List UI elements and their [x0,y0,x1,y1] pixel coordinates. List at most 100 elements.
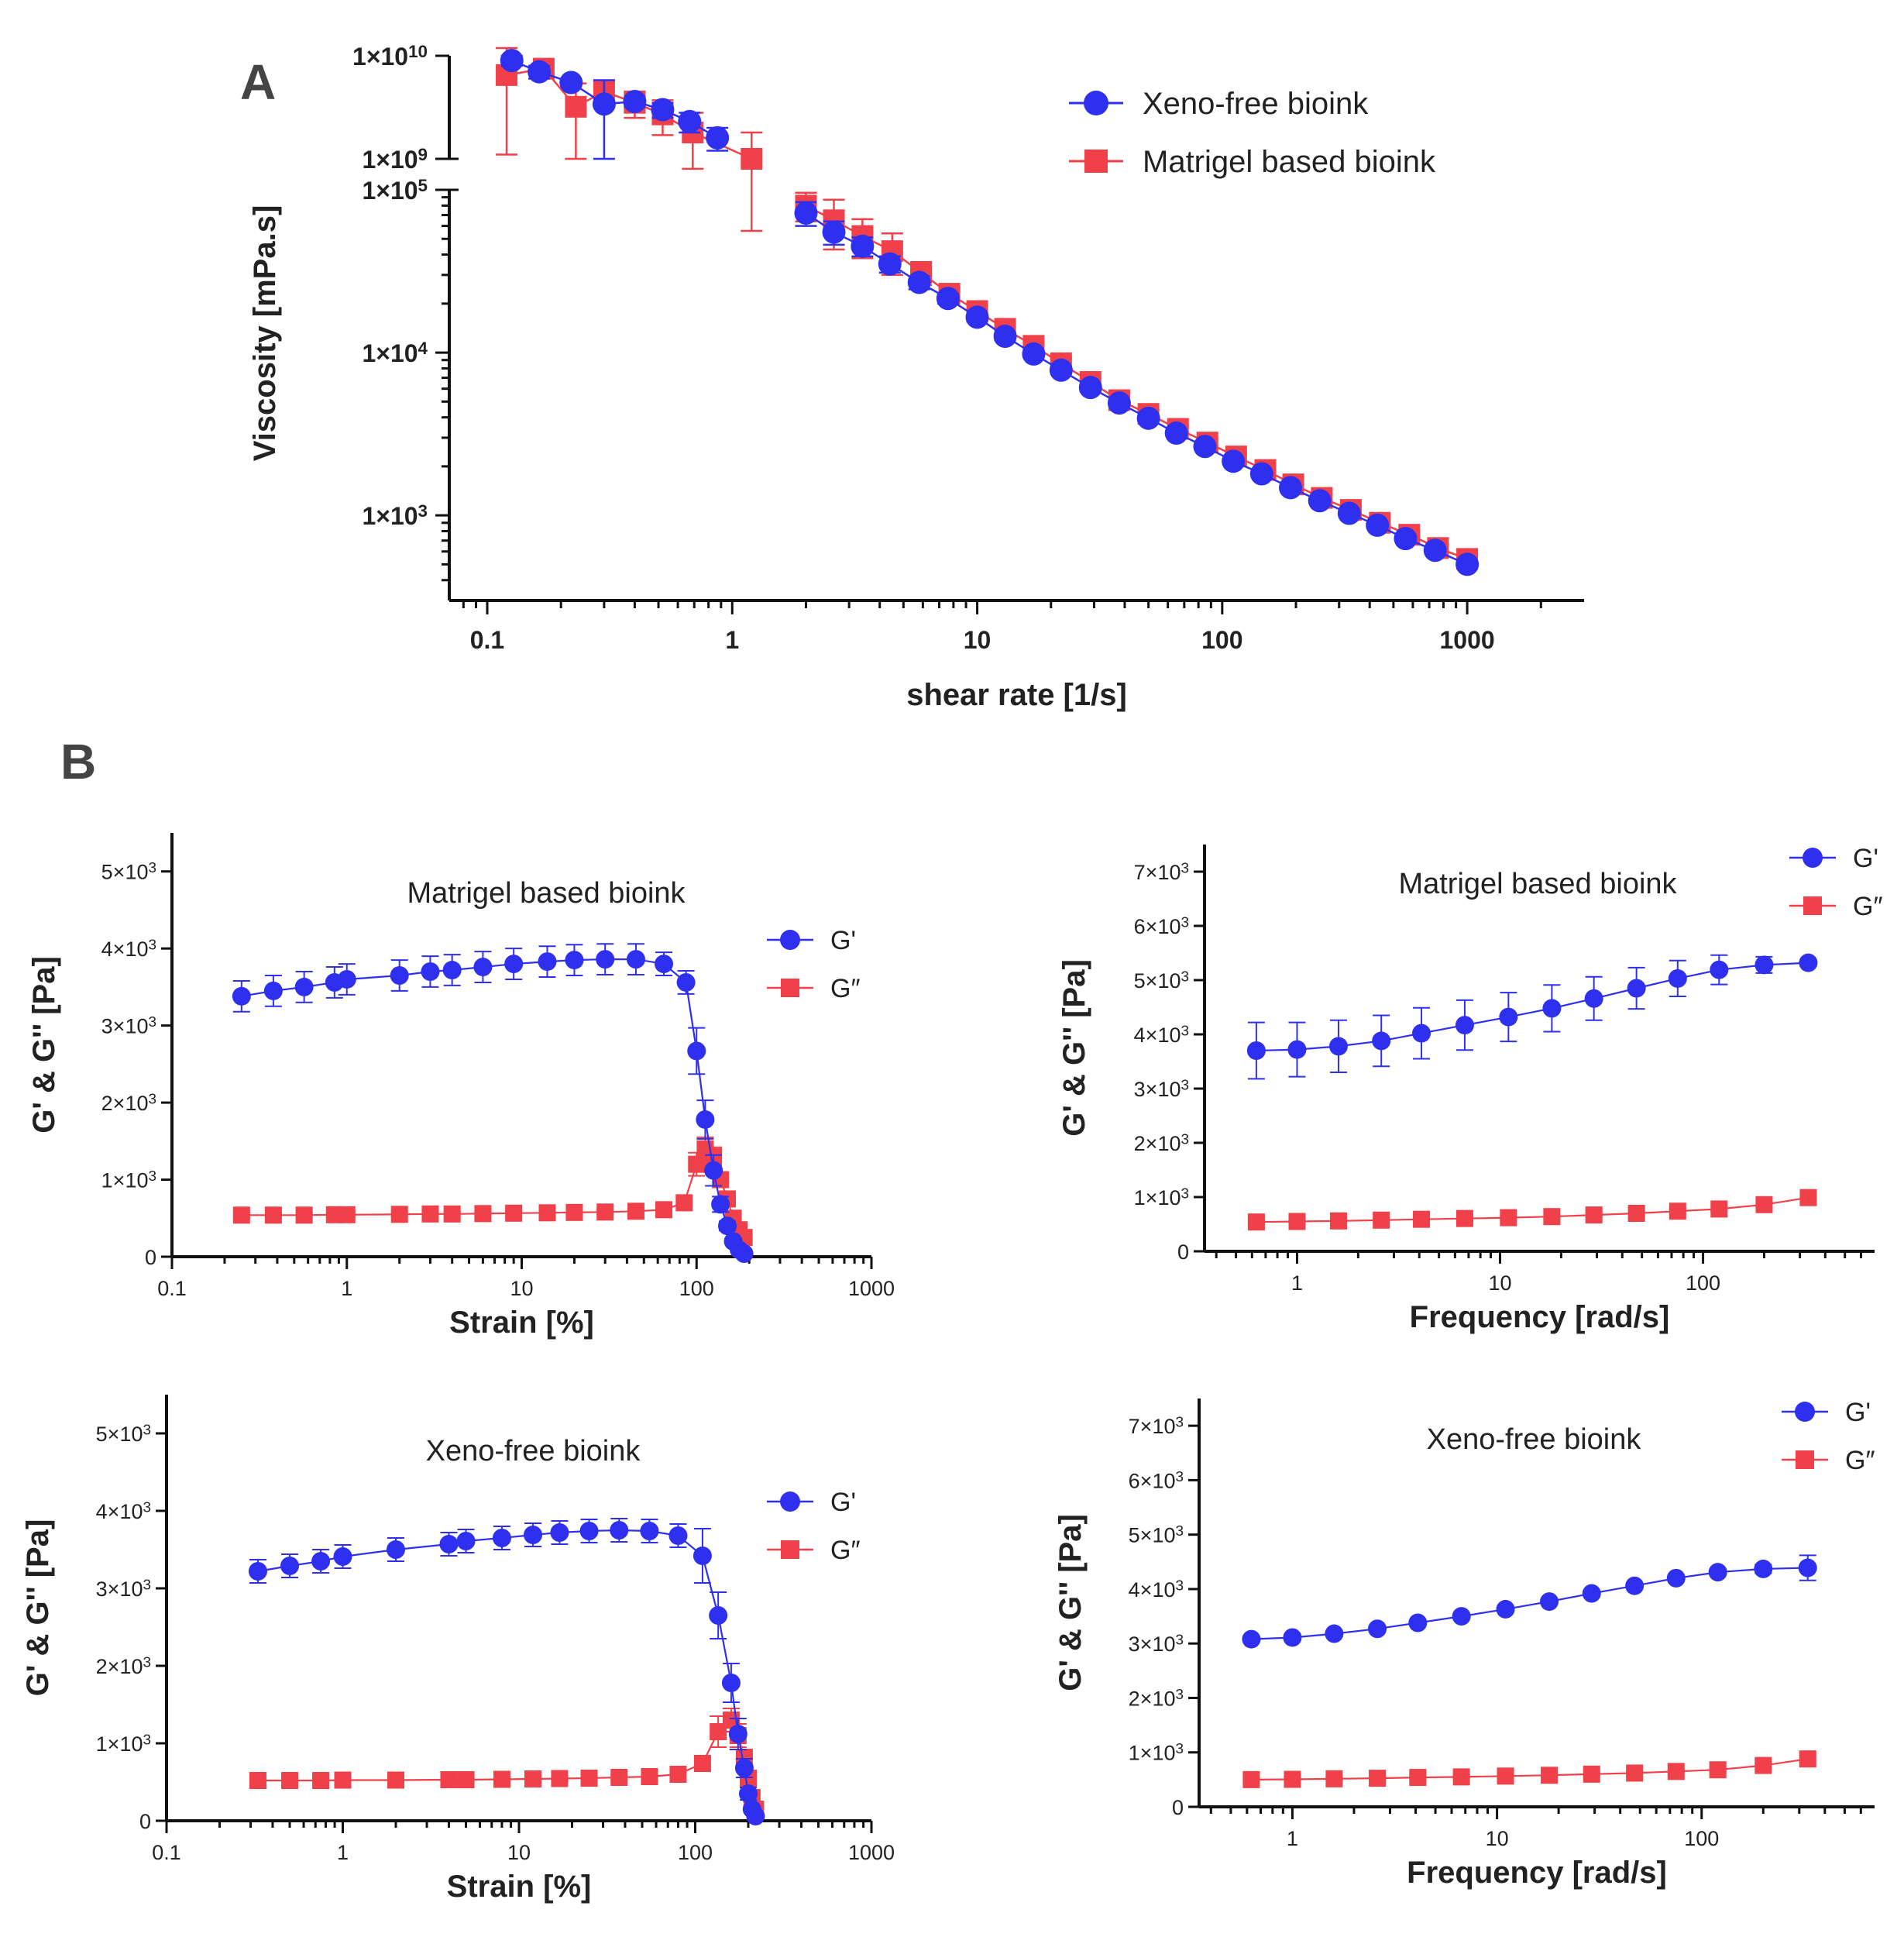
data-point [1242,1629,1261,1649]
series-g-prime [1242,1554,1817,1649]
data-point [1496,1599,1515,1619]
legend-marker [1803,848,1823,868]
data-point [626,950,645,969]
data-point [1497,1767,1514,1785]
data-point [1627,979,1646,998]
x-tick-label: 1 [1291,1271,1303,1295]
data-point [721,1674,741,1692]
data-point [1329,1212,1347,1230]
data-point [1754,1756,1772,1774]
data-point [1423,538,1447,563]
x-tick-label: 1 [341,1277,352,1300]
y-tick-label-exp: 3 [1181,914,1189,931]
y-axis-title: G' & G'' [Pa] [21,1519,55,1697]
x-tick-label: 100 [1686,1271,1720,1295]
data-point [551,1770,569,1787]
data-point [623,90,647,114]
y-tick-label-exp: 3 [1181,1077,1189,1093]
x-tick-label: 0.1 [152,1841,181,1864]
y-tick-label-base: 7×10 [1129,1415,1176,1438]
series-matrigel [496,46,1479,570]
y-tick-label: 7×103 [1129,1415,1184,1439]
data-point [640,1522,659,1540]
series-g-prime [1246,953,1818,1080]
data-point [1499,1007,1518,1027]
y-tick-label: 5×103 [1129,1523,1184,1547]
data-point [655,955,674,974]
data-point [1542,999,1562,1018]
data-point [1452,1607,1471,1626]
data-point [1582,1584,1601,1603]
series-g-prime [248,1518,765,1825]
y-tick-label: 2×103 [101,1092,156,1116]
data-point [907,270,931,294]
data-point [1107,391,1131,415]
y-tick-label: 1×104 [362,339,428,367]
data-point [232,1206,250,1224]
data-point [504,955,524,974]
data-point [1288,1213,1306,1230]
y-tick-label: 1×1010 [352,42,428,71]
y-tick-label: 7×103 [1134,860,1189,884]
data-point [232,986,251,1006]
data-point [1455,552,1480,576]
data-point [1627,1205,1645,1222]
y-tick-label-base: 1×10 [362,339,418,367]
legend-label: G' [830,1488,856,1517]
data-point [311,1552,331,1571]
y-tick-label-exp: 3 [1175,1577,1184,1594]
data-point [738,1784,758,1803]
data-point [550,1523,569,1542]
y-tick-label-exp: 3 [143,1654,151,1670]
data-point [993,324,1017,348]
data-point [1455,1209,1473,1227]
data-point [565,1203,583,1221]
x-tick-label: 0.1 [157,1277,187,1300]
data-point [1247,1213,1265,1231]
y-tick-label-exp: 3 [148,1092,156,1108]
y-tick-label-exp: 3 [143,1499,151,1516]
data-point [1022,342,1046,366]
legend: Xeno-free bioink Matrigel based bioink [1069,87,1436,179]
data-point [596,1203,614,1221]
data-point [421,962,440,982]
data-point [1583,1765,1600,1783]
series-g-double-prime [232,1136,753,1247]
data-point [281,1772,299,1789]
plot-title: Xeno-free bioink [1427,1423,1642,1456]
data-point [1452,1768,1470,1786]
legend-marker [1796,1450,1814,1469]
legend: G' G″ [767,926,860,1003]
y-tick-label-base: 0 [1172,1796,1184,1819]
data-point [688,1155,706,1173]
y-tick-label: 1×103 [96,1732,151,1756]
data-point [500,49,524,73]
data-point [280,1557,300,1575]
data-point [1666,1568,1686,1588]
y-tick-label-exp: 9 [418,145,428,164]
y-tick-label-exp: 3 [1175,1633,1184,1649]
plot-title: Matrigel based bioink [1398,868,1677,900]
y-tick-label-exp: 3 [148,860,156,876]
data-point [592,92,616,116]
data-point [1798,1558,1817,1577]
data-point [443,1205,461,1223]
legend-label: G″ [830,1536,860,1565]
y-tick-label: 6×103 [1129,1469,1184,1493]
data-point [1709,1761,1727,1779]
y-axis-title: G' & G'' [Pa] [1053,1514,1088,1691]
panel-label-a: A [240,54,276,110]
y-tick-label-base: 1×10 [362,146,418,174]
legend-label: G' [1853,844,1878,873]
y-tick-label: 2×103 [1129,1687,1184,1711]
data-point [538,952,557,972]
data-point [333,1547,352,1566]
y-tick-label-base: 0 [1177,1240,1189,1264]
data-point [1136,406,1160,430]
legend-marker [1803,896,1822,915]
y-axis-title: G' & G'' [Pa] [1057,959,1091,1137]
series-line [805,212,1468,566]
data-point [1755,1196,1773,1213]
data-point [1799,1750,1816,1768]
